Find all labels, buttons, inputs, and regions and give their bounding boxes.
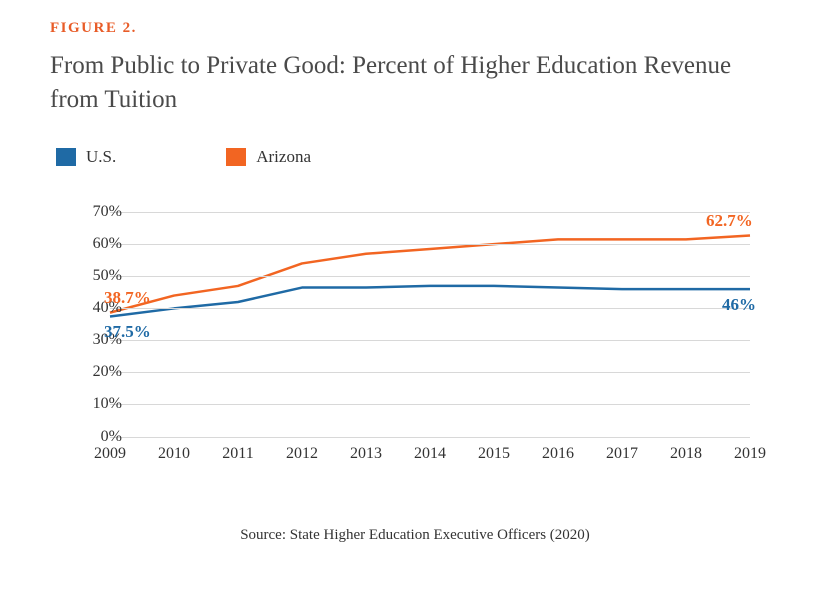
- series-line: [110, 235, 750, 312]
- y-tick-label: 50%: [72, 267, 122, 285]
- source-text: Source: State Higher Education Executive…: [50, 527, 780, 544]
- x-tick-label: 2010: [158, 445, 190, 463]
- x-tick-label: 2012: [286, 445, 318, 463]
- y-tick-label: 60%: [72, 235, 122, 253]
- chart-container: 0%10%20%30%40%50%60%70%20092010201120122…: [50, 202, 770, 492]
- data-label-us-start: 37.5%: [104, 322, 151, 342]
- plot-area: [110, 212, 750, 437]
- gridline: [110, 212, 750, 213]
- chart-lines: [110, 212, 750, 437]
- x-tick-label: 2014: [414, 445, 446, 463]
- legend-swatch-us: [56, 148, 76, 166]
- x-tick-label: 2015: [478, 445, 510, 463]
- gridline: [110, 340, 750, 341]
- gridline: [110, 244, 750, 245]
- chart-title: From Public to Private Good: Percent of …: [50, 49, 780, 117]
- legend-swatch-arizona: [226, 148, 246, 166]
- figure-label: FIGURE 2.: [50, 20, 780, 37]
- x-tick-label: 2016: [542, 445, 574, 463]
- gridline: [110, 404, 750, 405]
- y-tick-label: 0%: [72, 428, 122, 446]
- gridline: [110, 276, 750, 277]
- legend-label-arizona: Arizona: [256, 147, 311, 167]
- y-tick-label: 10%: [72, 395, 122, 413]
- data-label-arizona-end: 62.7%: [706, 211, 753, 231]
- x-tick-label: 2009: [94, 445, 126, 463]
- y-tick-label: 20%: [72, 363, 122, 381]
- y-tick-label: 70%: [72, 203, 122, 221]
- x-tick-label: 2017: [606, 445, 638, 463]
- legend: U.S. Arizona: [56, 147, 780, 167]
- legend-item-us: U.S.: [56, 147, 116, 167]
- x-tick-label: 2011: [222, 445, 253, 463]
- x-tick-label: 2018: [670, 445, 702, 463]
- gridline: [110, 308, 750, 309]
- legend-item-arizona: Arizona: [226, 147, 311, 167]
- data-label-arizona-start: 38.7%: [104, 288, 151, 308]
- x-tick-label: 2013: [350, 445, 382, 463]
- gridline: [110, 437, 750, 438]
- legend-label-us: U.S.: [86, 147, 116, 167]
- x-tick-label: 2019: [734, 445, 766, 463]
- data-label-us-end: 46%: [722, 295, 756, 315]
- gridline: [110, 372, 750, 373]
